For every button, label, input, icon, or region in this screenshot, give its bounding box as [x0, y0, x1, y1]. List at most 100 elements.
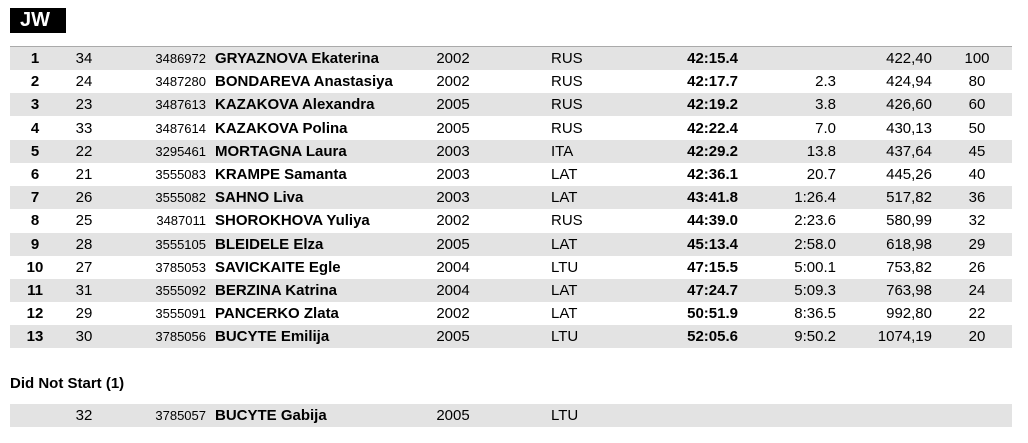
- table-row: 5 22 3295461 MORTAGNA Laura 2003 ITA 42:29.2 13…: [10, 139, 1012, 163]
- cell-year: 2002: [436, 212, 470, 230]
- cell-score: 45: [968, 142, 986, 160]
- cell-nation: RUS: [551, 73, 583, 91]
- cell-rank: 13: [26, 328, 44, 346]
- cell-score: 29: [968, 235, 986, 253]
- cell-year: 2002: [436, 73, 470, 91]
- cell-gap: 8:36.5: [794, 305, 836, 323]
- cell-gap: 2:58.0: [794, 235, 836, 253]
- table-row: 6 21 3555083 KRAMPE Samanta 2003 LAT 42:36.1 20…: [10, 163, 1012, 186]
- cell-code: 3487280: [155, 74, 206, 90]
- cell-score: 26: [968, 258, 986, 276]
- cell-time: 44:39.0: [687, 212, 738, 230]
- cell-points: 437,64: [886, 142, 932, 160]
- cell-gap: 1:26.4: [794, 189, 836, 207]
- cell-year: 2003: [436, 142, 470, 160]
- cell-year: 2005: [436, 96, 470, 114]
- cell-year: 2003: [436, 189, 470, 207]
- cell-nation: LAT: [551, 305, 578, 323]
- cell-gap: 7.0: [815, 119, 836, 137]
- cell-code: 3555082: [155, 190, 206, 206]
- cell-name: BUCYTE Emilija: [215, 328, 330, 346]
- table-row: 8 25 3487011 SHOROKHOVA Yuliya 2002 RUS 44:39.…: [10, 209, 1012, 232]
- cell-code: 3555105: [155, 236, 206, 252]
- cell-rank: 9: [30, 235, 40, 253]
- cell-score: 32: [968, 212, 986, 230]
- cell-year: 2005: [436, 328, 470, 346]
- cell-points: 424,94: [886, 73, 932, 91]
- cell-points: 422,40: [886, 50, 932, 67]
- cell-time: 45:13.4: [687, 235, 738, 253]
- cell-points: 445,26: [886, 166, 932, 183]
- divider: [10, 46, 1012, 47]
- cell-time: 52:05.6: [687, 328, 738, 346]
- cell-points: 517,82: [886, 189, 932, 207]
- cell-code: 3486972: [155, 51, 206, 66]
- cell-code: 3555091: [155, 306, 206, 322]
- cell-name: SAVICKAITE Egle: [215, 258, 341, 276]
- cell-bib: 29: [75, 305, 93, 323]
- cell-rank: 2: [30, 73, 40, 91]
- cell-time: 42:19.2: [687, 96, 738, 114]
- table-row: 9 28 3555105 BLEIDELE Elza 2005 LAT 45:13.4 2:5…: [10, 232, 1012, 256]
- table-row: 32 3785057 BUCYTE Gabija 2005 LTU: [10, 404, 1012, 427]
- cell-nation: RUS: [551, 212, 583, 230]
- cell-name: KRAMPE Samanta: [215, 166, 347, 183]
- cell-score: 22: [968, 305, 986, 323]
- cell-bib: 27: [75, 258, 93, 276]
- cell-rank: 6: [30, 166, 40, 183]
- table-row: 12 29 3555091 PANCERKO Zlata 2002 LAT 50:51.9 8…: [10, 302, 1012, 325]
- table-row: 3 23 3487613 KAZAKOVA Alexandra 2005 RUS 42:19…: [10, 93, 1012, 117]
- cell-rank: 8: [30, 212, 40, 230]
- cell-bib: 28: [75, 235, 93, 253]
- cell-code: 3785053: [155, 259, 206, 275]
- cell-score: 40: [968, 166, 986, 183]
- table-row: 7 26 3555082 SAHNO Liva 2003 LAT 43:41.8 1:26.4…: [10, 186, 1012, 210]
- cell-score: 24: [968, 282, 986, 299]
- cell-gap: 2.3: [815, 73, 836, 91]
- cell-year: 2003: [436, 166, 470, 183]
- cell-code: 3487613: [155, 97, 206, 113]
- cell-gap: 20.7: [806, 166, 836, 183]
- cell-points: 1074,19: [877, 328, 932, 346]
- cell-code: 3487011: [156, 213, 206, 229]
- cell-name: PANCERKO Zlata: [215, 305, 339, 323]
- cell-time: 50:51.9: [687, 305, 738, 323]
- cell-bib: 25: [75, 212, 93, 230]
- table-row: 11 31 3555092 BERZINA Katrina 2004 LAT 47:24.7…: [10, 279, 1012, 302]
- cell-name: KAZAKOVA Polina: [215, 119, 348, 137]
- cell-bib: 30: [75, 328, 93, 346]
- cell-bib: 22: [75, 142, 93, 160]
- cell-year: 2005: [436, 407, 470, 424]
- cell-nation: RUS: [551, 50, 583, 67]
- cell-gap: 5:00.1: [794, 258, 836, 276]
- cell-bib: 31: [75, 282, 93, 299]
- table-row: 4 33 3487614 KAZAKOVA Polina 2005 RUS 42:22.4 7…: [10, 117, 1012, 140]
- table-row: 10 27 3785053 SAVICKAITE Egle 2004 LTU 47:15.5…: [10, 256, 1012, 279]
- cell-score: 50: [968, 119, 986, 137]
- cell-year: 2004: [436, 258, 470, 276]
- cell-nation: LTU: [551, 258, 579, 276]
- cell-nation: ITA: [551, 142, 574, 160]
- cell-rank: 4: [30, 119, 40, 137]
- cell-name: BLEIDELE Elza: [215, 235, 324, 253]
- category-header: JW: [10, 8, 66, 33]
- table-row: 1 34 3486972 GRYAZNOVA Ekaterina 2002 RUS 42:1…: [10, 47, 1012, 70]
- cell-bib: 32: [75, 407, 93, 424]
- cell-bib: 34: [75, 50, 93, 67]
- cell-name: MORTAGNA Laura: [215, 142, 347, 160]
- cell-code: 3487614: [155, 120, 206, 136]
- cell-year: 2004: [436, 282, 470, 299]
- cell-code: 3785056: [155, 329, 206, 345]
- cell-time: 42:15.4: [687, 50, 738, 67]
- cell-time: 42:36.1: [687, 166, 738, 183]
- cell-rank: 1: [30, 50, 40, 67]
- cell-gap: 5:09.3: [794, 282, 836, 299]
- cell-name: BERZINA Katrina: [215, 282, 337, 299]
- cell-score: 36: [968, 189, 986, 207]
- cell-name: SAHNO Liva: [215, 189, 304, 207]
- cell-gap: 9:50.2: [794, 328, 836, 346]
- cell-year: 2002: [436, 50, 470, 67]
- cell-nation: LAT: [551, 189, 578, 207]
- cell-points: 992,80: [886, 305, 932, 323]
- table-row: 2 24 3487280 BONDAREVA Anastasiya 2002 RUS 42:…: [10, 70, 1012, 93]
